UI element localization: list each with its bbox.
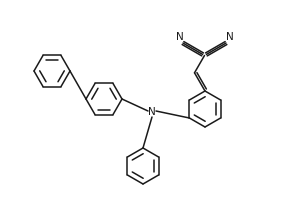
Text: N: N — [148, 107, 156, 117]
Text: N: N — [176, 32, 184, 42]
Text: N: N — [226, 32, 234, 42]
